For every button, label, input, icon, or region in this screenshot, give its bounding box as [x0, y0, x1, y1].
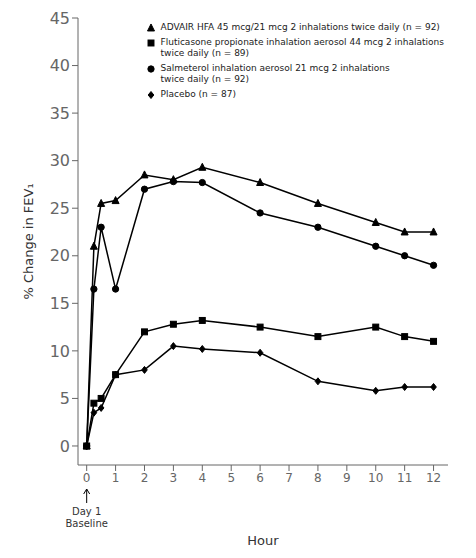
svg-text:6: 6 — [256, 471, 264, 485]
svg-text:12: 12 — [426, 471, 441, 485]
html-text:Fluticasone propionate inhalat: Fluticasone propionate inhalation aeroso… — [160, 37, 444, 58]
svg-text:9: 9 — [343, 471, 351, 485]
html-text:ADVAIR HFA 45 mcg/21 mcg 2 inh: ADVAIR HFA 45 mcg/21 mcg 2 inhalations t… — [160, 22, 440, 32]
svg-text:20: 20 — [50, 246, 70, 265]
svg-text:7: 7 — [285, 471, 293, 485]
svg-text:Baseline: Baseline — [65, 518, 107, 529]
svg-text:8: 8 — [314, 471, 322, 485]
svg-text:25: 25 — [50, 199, 70, 218]
html-text:Placebo (n = 87): Placebo (n = 87) — [160, 89, 236, 99]
svg-text:2: 2 — [141, 471, 149, 485]
svg-text:5: 5 — [227, 471, 235, 485]
svg-text:1: 1 — [112, 471, 120, 485]
svg-text:45: 45 — [50, 9, 70, 28]
svg-text:11: 11 — [397, 471, 412, 485]
svg-text:4: 4 — [198, 471, 206, 485]
svg-text:30: 30 — [50, 151, 70, 170]
svg-text:3: 3 — [170, 471, 178, 485]
svg-text:0: 0 — [83, 471, 91, 485]
svg-text:% Change in FEV₁: % Change in FEV₁ — [21, 183, 36, 299]
svg-text:Day 1: Day 1 — [72, 506, 101, 517]
svg-text:Hour: Hour — [247, 533, 279, 548]
html-text:Salmeterol inhalation aerosol: Salmeterol inhalation aerosol 21 mcg 2 i… — [160, 63, 390, 84]
svg-text:40: 40 — [50, 56, 70, 75]
svg-text:15: 15 — [50, 294, 70, 313]
svg-text:10: 10 — [50, 342, 70, 361]
svg-text:5: 5 — [60, 389, 70, 408]
svg-text:35: 35 — [50, 104, 70, 123]
svg-text:0: 0 — [60, 437, 70, 456]
svg-text:10: 10 — [368, 471, 383, 485]
